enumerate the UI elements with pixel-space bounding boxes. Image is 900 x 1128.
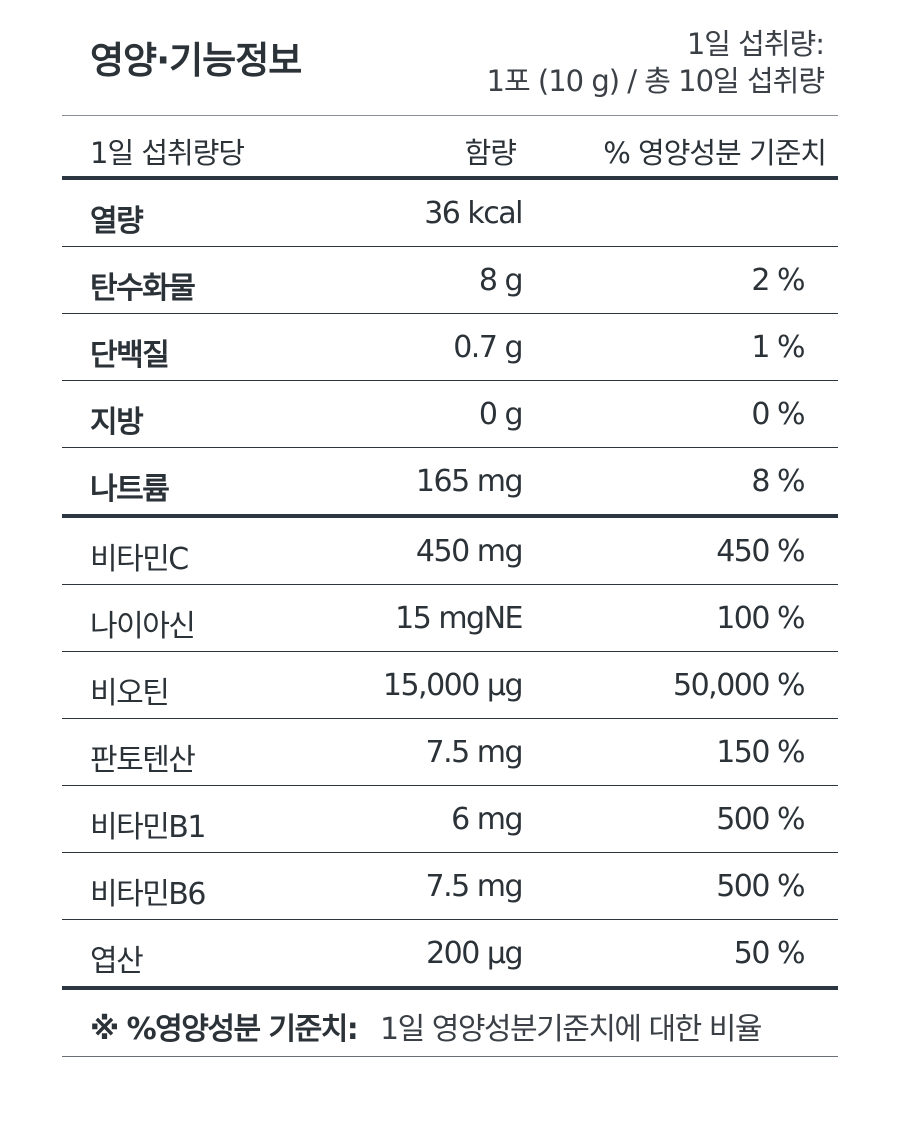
nutrient-name: 나트륨 xyxy=(90,472,170,507)
nutrient-daily-value: 500 % xyxy=(716,869,805,904)
nutrient-amount: 0.7 g xyxy=(453,330,523,365)
table-row: 지방 0 g 0 % xyxy=(62,381,838,448)
nutrient-daily-value: 8 % xyxy=(751,464,805,499)
nutrient-amount: 0 g xyxy=(478,397,524,432)
table-row: 비오틴 15,000 μg 50,000 % xyxy=(62,652,838,719)
table-row: 탄수화물 8 g 2 % xyxy=(62,247,838,314)
nutrient-name: 지방 xyxy=(90,405,144,440)
column-header-daily-value: % 영양성분 기준치 xyxy=(603,136,827,170)
table-row: 나트륨 165 mg 8 % xyxy=(62,448,838,518)
nutrition-info-panel: 영양·기능정보 1일 섭취량: 1포 (10 g) / 총 10일 섭취량 1일… xyxy=(62,0,838,1057)
footnote: ※ %영양성분 기준치: 1일 영양성분기준치에 대한 비율 xyxy=(62,990,838,1057)
panel-header: 영양·기능정보 1일 섭취량: 1포 (10 g) / 총 10일 섭취량 xyxy=(62,0,838,116)
nutrient-name: 판토텐산 xyxy=(90,743,196,778)
nutrient-amount: 8 g xyxy=(478,263,524,298)
table-row: 판토텐산 7.5 mg 150 % xyxy=(62,719,838,786)
footnote-text: 1일 영양성분기준치에 대한 비율 xyxy=(380,1012,763,1047)
nutrient-name: 비타민C xyxy=(90,542,189,577)
nutrient-name: 비오틴 xyxy=(90,676,170,711)
nutrient-amount: 7.5 mg xyxy=(425,735,523,770)
table-row: 나이아신 15 mgNE 100 % xyxy=(62,585,838,652)
column-header-amount: 함량 xyxy=(464,136,517,170)
nutrient-name: 나이아신 xyxy=(90,609,196,644)
nutrient-name: 탄수화물 xyxy=(90,271,196,306)
nutrient-name: 열량 xyxy=(90,204,144,239)
table-row: 비타민B6 7.5 mg 500 % xyxy=(62,853,838,920)
nutrient-daily-value: 100 % xyxy=(716,601,805,636)
column-header-row: 1일 섭취량당 함량 % 영양성분 기준치 xyxy=(62,116,838,180)
nutrient-amount: 165 mg xyxy=(415,464,524,499)
nutrient-daily-value: 50 % xyxy=(733,936,806,971)
table-row: 열량 36 kcal xyxy=(62,180,838,247)
serving-info: 1일 섭취량: 1포 (10 g) / 총 10일 섭취량 xyxy=(486,26,825,100)
nutrient-amount: 36 kcal xyxy=(424,196,523,231)
page-title: 영양·기능정보 xyxy=(90,39,302,82)
nutrient-daily-value: 0 % xyxy=(751,397,805,432)
nutrient-name: 단백질 xyxy=(90,338,170,373)
nutrient-daily-value: 500 % xyxy=(716,802,805,837)
table-row: 엽산 200 μg 50 % xyxy=(62,920,838,990)
nutrient-daily-value: 450 % xyxy=(716,534,805,569)
nutrient-name: 비타민B6 xyxy=(90,877,206,912)
table-row: 단백질 0.7 g 1 % xyxy=(62,314,838,381)
nutrient-daily-value: 50,000 % xyxy=(672,668,806,703)
nutrient-amount: 15,000 μg xyxy=(382,668,524,703)
serving-line-2: 1포 (10 g) / 총 10일 섭취량 xyxy=(486,64,825,98)
nutrient-amount: 200 μg xyxy=(426,936,523,971)
footnote-label: ※ %영양성분 기준치: xyxy=(90,1012,359,1047)
nutrient-name: 엽산 xyxy=(90,944,144,979)
nutrient-amount: 7.5 mg xyxy=(425,869,523,904)
table-row: 비타민B1 6 mg 500 % xyxy=(62,786,838,853)
nutrient-amount: 15 mgNE xyxy=(395,601,523,636)
nutrient-daily-value: 1 % xyxy=(751,330,805,365)
serving-line-1: 1일 섭취량: xyxy=(686,27,825,61)
nutrient-daily-value: 2 % xyxy=(751,263,805,298)
nutrient-amount: 450 mg xyxy=(415,534,524,569)
column-header-item: 1일 섭취량당 xyxy=(90,136,245,170)
nutrient-name: 비타민B1 xyxy=(90,810,206,845)
table-row: 비타민C 450 mg 450 % xyxy=(62,518,838,585)
nutrient-daily-value: 150 % xyxy=(716,735,805,770)
nutrient-amount: 6 mg xyxy=(451,802,523,837)
